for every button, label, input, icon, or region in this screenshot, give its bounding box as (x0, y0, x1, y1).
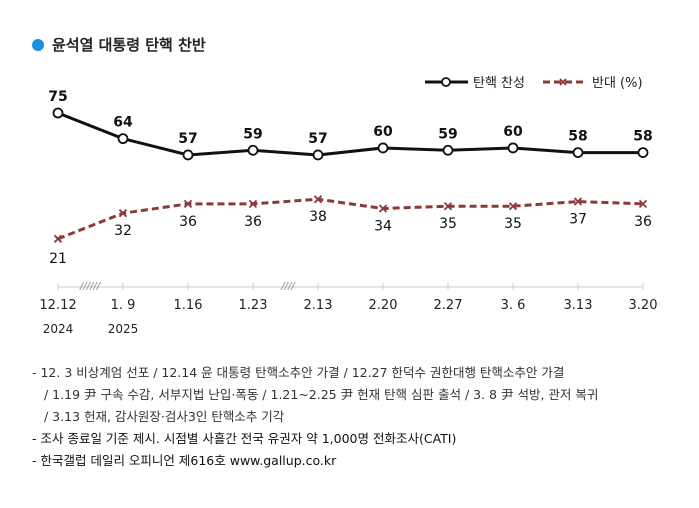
data-point (182, 149, 194, 161)
x-tick-label: 3. 6 (501, 298, 526, 313)
data-label: 75 (48, 89, 67, 105)
note-line: - 12. 3 비상계엄 선포 / 12.14 윤 대통령 탄핵소추안 가결 /… (32, 365, 565, 380)
x-tick-label: 3.13 (564, 298, 593, 313)
data-label: 57 (308, 131, 327, 147)
note-line: / 3.13 헌재, 감사원장·검사3인 탄핵소추 기각 (44, 409, 285, 424)
data-point (572, 147, 584, 159)
data-label: 58 (633, 129, 652, 145)
series-line-1 (57, 197, 644, 241)
data-point (247, 144, 259, 156)
data-label: 60 (373, 124, 393, 140)
note-line: - 한국갤럽 데일리 오피니언 제616호 www.gallup.co.kr (32, 453, 337, 468)
data-label: 36 (244, 214, 262, 230)
data-point (183, 199, 193, 209)
data-label: 37 (569, 212, 587, 228)
data-label: 35 (504, 216, 522, 232)
data-label: 59 (243, 126, 262, 142)
data-label: 21 (49, 251, 67, 267)
legend-label-approve: 탄핵 찬성 (473, 76, 525, 91)
data-point (53, 234, 63, 243)
data-label: 59 (438, 126, 457, 142)
data-point (507, 142, 519, 154)
data-label: 58 (568, 129, 587, 145)
data-label: 38 (309, 209, 327, 225)
x-tick-label: 2.13 (304, 298, 333, 313)
data-point (377, 142, 389, 154)
data-point (442, 144, 454, 156)
data-point (508, 202, 518, 211)
note-line: - 조사 종료일 기준 제시. 시점별 사흘간 전국 유권자 약 1,000명 … (32, 431, 457, 446)
x-tick-label: 3.20 (629, 298, 658, 313)
bullet-icon (32, 38, 44, 51)
data-point (637, 147, 649, 159)
data-label: 35 (439, 216, 457, 232)
x-tick-label: 1. 9 (111, 298, 136, 313)
data-point (312, 149, 324, 161)
data-label: 60 (503, 124, 523, 140)
line-chart: 12.12 2024 1. 9 2025 1.16 1.23 2.13 2.20 2.27 3. … (39, 76, 658, 336)
x-tick-label: 12.12 (39, 298, 76, 313)
data-label: 36 (179, 214, 197, 230)
axis-break: //// (280, 281, 296, 292)
legend-marker-oppose (559, 78, 567, 86)
title-text: 윤석열 대통령 탄핵 찬반 (52, 36, 206, 54)
x-tick-label: 2.20 (369, 298, 398, 313)
data-label: 34 (374, 219, 392, 235)
series-line-0 (57, 111, 643, 157)
notes: - 12. 3 비상계엄 선포 / 12.14 윤 대통령 탄핵소추안 가결 /… (32, 362, 598, 472)
axis-break: ////// (79, 281, 102, 292)
data-point (638, 199, 648, 209)
x-tick-label: 1.23 (239, 298, 268, 313)
data-point (52, 107, 64, 119)
data-point (573, 197, 583, 206)
legend-label-oppose: 반대 (%) (592, 76, 643, 91)
note-line: / 1.19 尹 구속 수감, 서부지법 난입·폭동 / 1.21~2.25 尹… (44, 387, 599, 402)
year-label: 2024 (43, 322, 74, 336)
data-label: 57 (178, 131, 197, 147)
legend-marker-approve (441, 77, 451, 87)
data-point (248, 199, 258, 209)
data-point (117, 133, 129, 145)
data-label: 36 (634, 214, 652, 230)
data-point (378, 204, 388, 213)
year-label: 2025 (108, 322, 139, 336)
x-tick-label: 1.16 (174, 298, 203, 313)
data-point (443, 202, 453, 211)
data-point (313, 195, 323, 204)
chart-title: 윤석열 대통령 탄핵 찬반 (32, 34, 206, 55)
x-tick-label: 2.27 (434, 298, 463, 313)
data-point (118, 209, 128, 218)
data-label: 64 (113, 115, 133, 131)
data-label: 32 (114, 223, 132, 239)
